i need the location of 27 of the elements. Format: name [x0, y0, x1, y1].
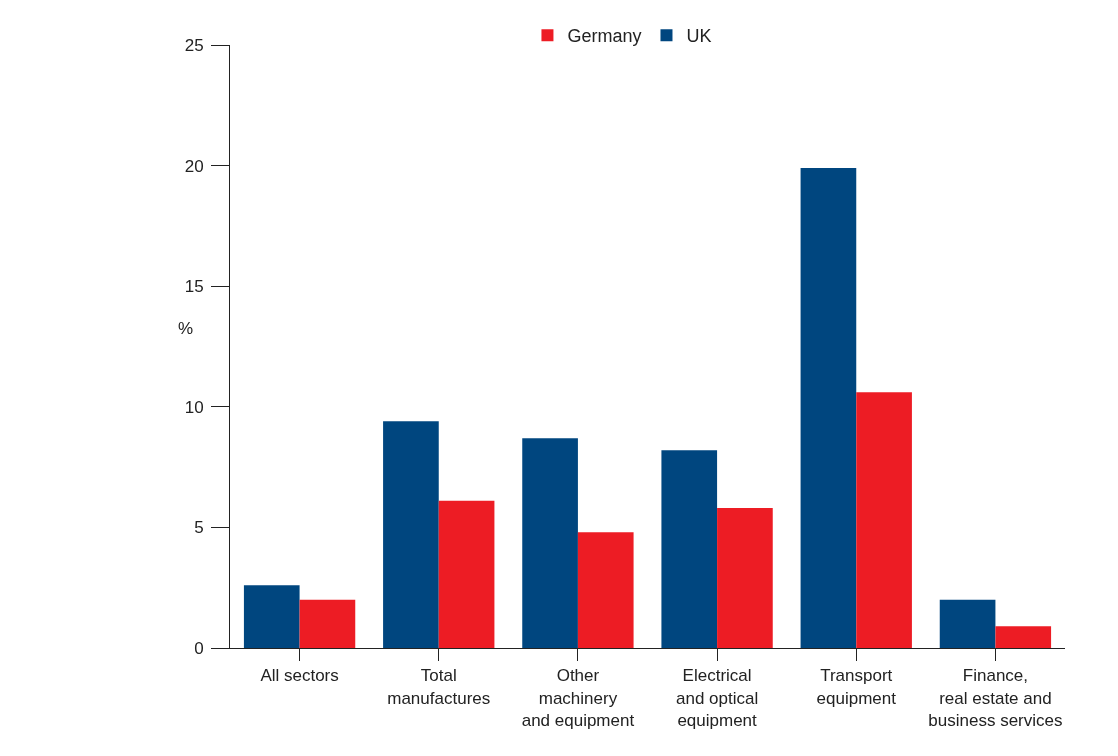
x-tick-label: Finance, real estate and business services: [928, 666, 1063, 730]
bar: [243, 585, 300, 648]
legend-label: UK: [686, 26, 712, 47]
bar: [299, 599, 356, 648]
legend-label: Germany: [567, 26, 642, 47]
bar: [383, 421, 439, 648]
x-tick-label: Other machinery and equipment: [521, 666, 635, 730]
bar: [438, 500, 495, 648]
bar: [856, 392, 912, 648]
x-tick-label: Total manufactures: [387, 666, 491, 708]
y-tick-label: 25: [184, 35, 204, 55]
x-tick-label: All sectors: [260, 666, 339, 686]
x-tick-label: Transport equipment: [816, 666, 897, 708]
y-axis-title: %: [178, 319, 194, 338]
bar: [939, 599, 996, 648]
y-tick-label: 10: [184, 397, 204, 417]
y-tick-label: 0: [194, 638, 204, 658]
bar: [522, 438, 578, 648]
y-tick-label: 5: [194, 518, 204, 538]
x-tick-label: Electrical and optical equipment: [675, 666, 759, 730]
bar: [661, 450, 718, 648]
bar: [800, 168, 857, 648]
bar: [577, 532, 634, 648]
bar: [995, 626, 1052, 648]
bar: [717, 508, 773, 648]
y-tick-label: 20: [184, 156, 204, 176]
y-tick-label: 15: [184, 277, 204, 297]
